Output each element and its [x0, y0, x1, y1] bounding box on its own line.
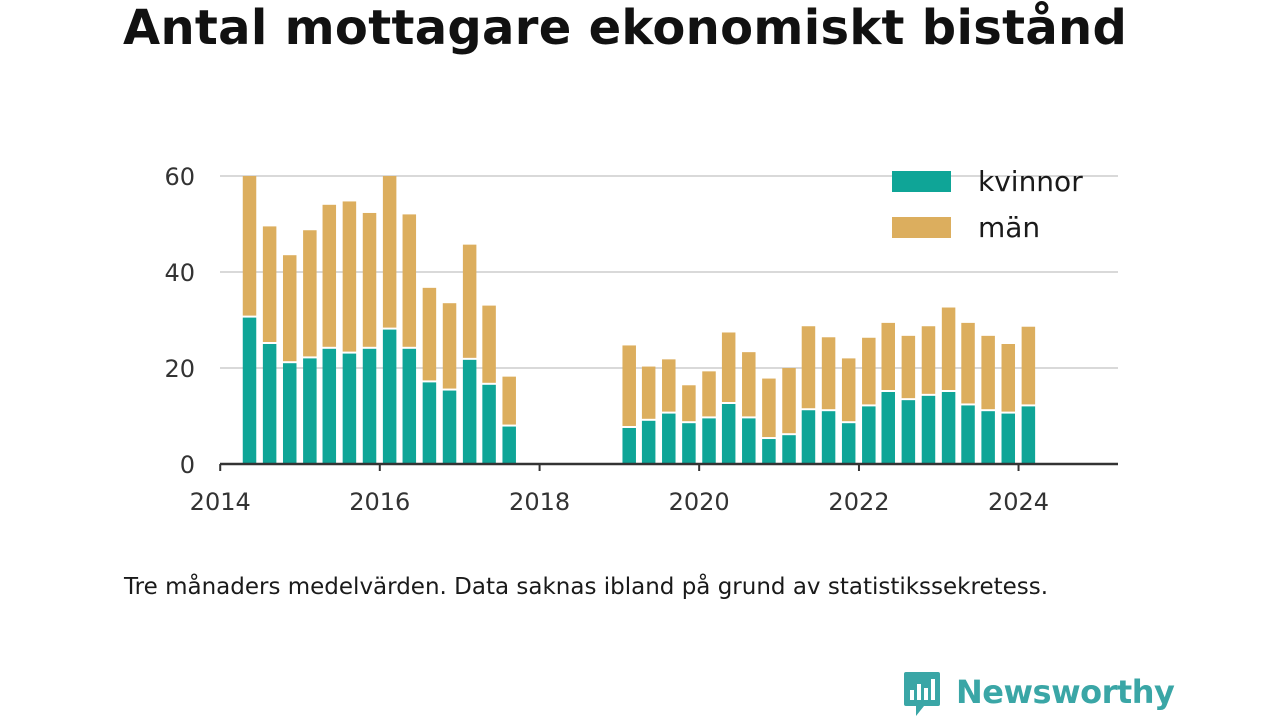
bar-man	[801, 326, 816, 409]
bar-man	[941, 307, 956, 390]
x-tick-label: 2016	[349, 488, 410, 516]
bar-man	[622, 345, 636, 426]
bar-kvinnor	[362, 348, 377, 464]
bar-man	[303, 230, 317, 357]
bar-kvinnor	[721, 404, 736, 464]
bar-kvinnor	[961, 405, 975, 464]
bar-kvinnor	[821, 411, 836, 464]
chart-note: Tre månaders medelvärden. Data saknas ib…	[124, 574, 1049, 600]
legend-label: män	[978, 211, 1040, 244]
y-tick-label: 60	[164, 163, 195, 191]
bar-man	[482, 305, 496, 383]
bars	[242, 176, 1036, 464]
bar-kvinnor	[702, 418, 716, 464]
legend: kvinnor män	[892, 165, 1083, 244]
bar-man	[901, 335, 916, 399]
axes: 0 20 40 60 2014 2016 2018 2020 2022 2024	[164, 163, 1118, 516]
bar-man	[682, 385, 696, 422]
chart-title: Antal mottagare ekonomiskt bistånd	[123, 0, 1128, 56]
x-tick-label: 2022	[828, 488, 889, 516]
bar-kvinnor	[502, 426, 516, 464]
bar-man	[242, 176, 257, 316]
bar-man	[981, 335, 995, 410]
bar-man	[762, 378, 776, 438]
y-tick-label: 20	[164, 355, 195, 383]
bar-kvinnor	[981, 411, 995, 464]
bar-man	[402, 214, 417, 347]
brand-name: Newsworthy	[956, 673, 1175, 711]
bar-kvinnor	[322, 348, 337, 464]
bar-kvinnor	[881, 392, 896, 464]
bar-man	[821, 337, 836, 410]
bar-man	[662, 359, 676, 412]
bar-kvinnor	[402, 348, 417, 464]
bar-man	[742, 352, 756, 417]
x-tick-label: 2024	[988, 488, 1049, 516]
bar-man	[641, 366, 656, 419]
bar-kvinnor	[742, 418, 756, 464]
y-tick-label: 40	[164, 259, 195, 287]
bar-man	[721, 332, 736, 402]
bar-man	[462, 244, 477, 358]
bar-man	[322, 204, 337, 347]
bar-kvinnor	[1021, 406, 1036, 464]
bar-kvinnor	[622, 428, 636, 464]
bar-kvinnor	[303, 358, 317, 464]
bar-kvinnor	[901, 400, 916, 464]
bar-man	[1021, 326, 1036, 405]
x-tick-label: 2014	[190, 488, 251, 516]
bar-man	[921, 326, 936, 394]
bar-kvinnor	[342, 353, 357, 464]
bar-kvinnor	[482, 384, 496, 464]
bar-kvinnor	[262, 344, 277, 464]
legend-swatch-kvinnor	[892, 171, 951, 192]
bar-man	[841, 358, 856, 422]
x-tick-label: 2020	[669, 488, 730, 516]
bar-kvinnor	[862, 406, 876, 464]
bar-kvinnor	[941, 392, 956, 464]
bar-kvinnor	[382, 329, 397, 464]
bar-man	[382, 176, 397, 328]
bar-kvinnor	[282, 363, 297, 464]
newsworthy-logo-icon	[904, 672, 940, 716]
bar-kvinnor	[242, 317, 257, 464]
stacked-bar-chart: 0 20 40 60 2014 2016 2018 2020 2022 2024 kvinnor m…	[164, 163, 1118, 516]
bar-man	[362, 212, 377, 347]
bar-man	[702, 371, 716, 417]
bar-man	[961, 322, 975, 404]
bar-kvinnor	[682, 423, 696, 464]
bar-man	[862, 337, 876, 405]
legend-label: kvinnor	[978, 165, 1083, 198]
legend-swatch-man	[892, 217, 951, 238]
brand-logo: Newsworthy	[902, 670, 1175, 718]
bar-kvinnor	[921, 395, 936, 464]
bar-man	[881, 322, 896, 390]
bar-kvinnor	[801, 410, 816, 464]
bar-man	[1001, 344, 1016, 412]
bar-man	[422, 287, 437, 381]
bar-man	[442, 303, 457, 389]
bar-man	[282, 255, 297, 362]
bar-kvinnor	[1001, 413, 1016, 464]
y-tick-label: 0	[180, 451, 195, 479]
bar-man	[262, 226, 277, 342]
bar-kvinnor	[641, 420, 656, 464]
bar-man	[342, 201, 357, 352]
bar-kvinnor	[662, 413, 676, 464]
bar-kvinnor	[442, 390, 457, 464]
bar-kvinnor	[422, 382, 437, 464]
bar-man	[782, 368, 796, 434]
bar-kvinnor	[782, 435, 796, 464]
bar-man	[502, 376, 516, 425]
bar-kvinnor	[762, 439, 776, 464]
bar-kvinnor	[841, 423, 856, 464]
x-tick-label: 2018	[509, 488, 570, 516]
bar-kvinnor	[462, 359, 477, 464]
